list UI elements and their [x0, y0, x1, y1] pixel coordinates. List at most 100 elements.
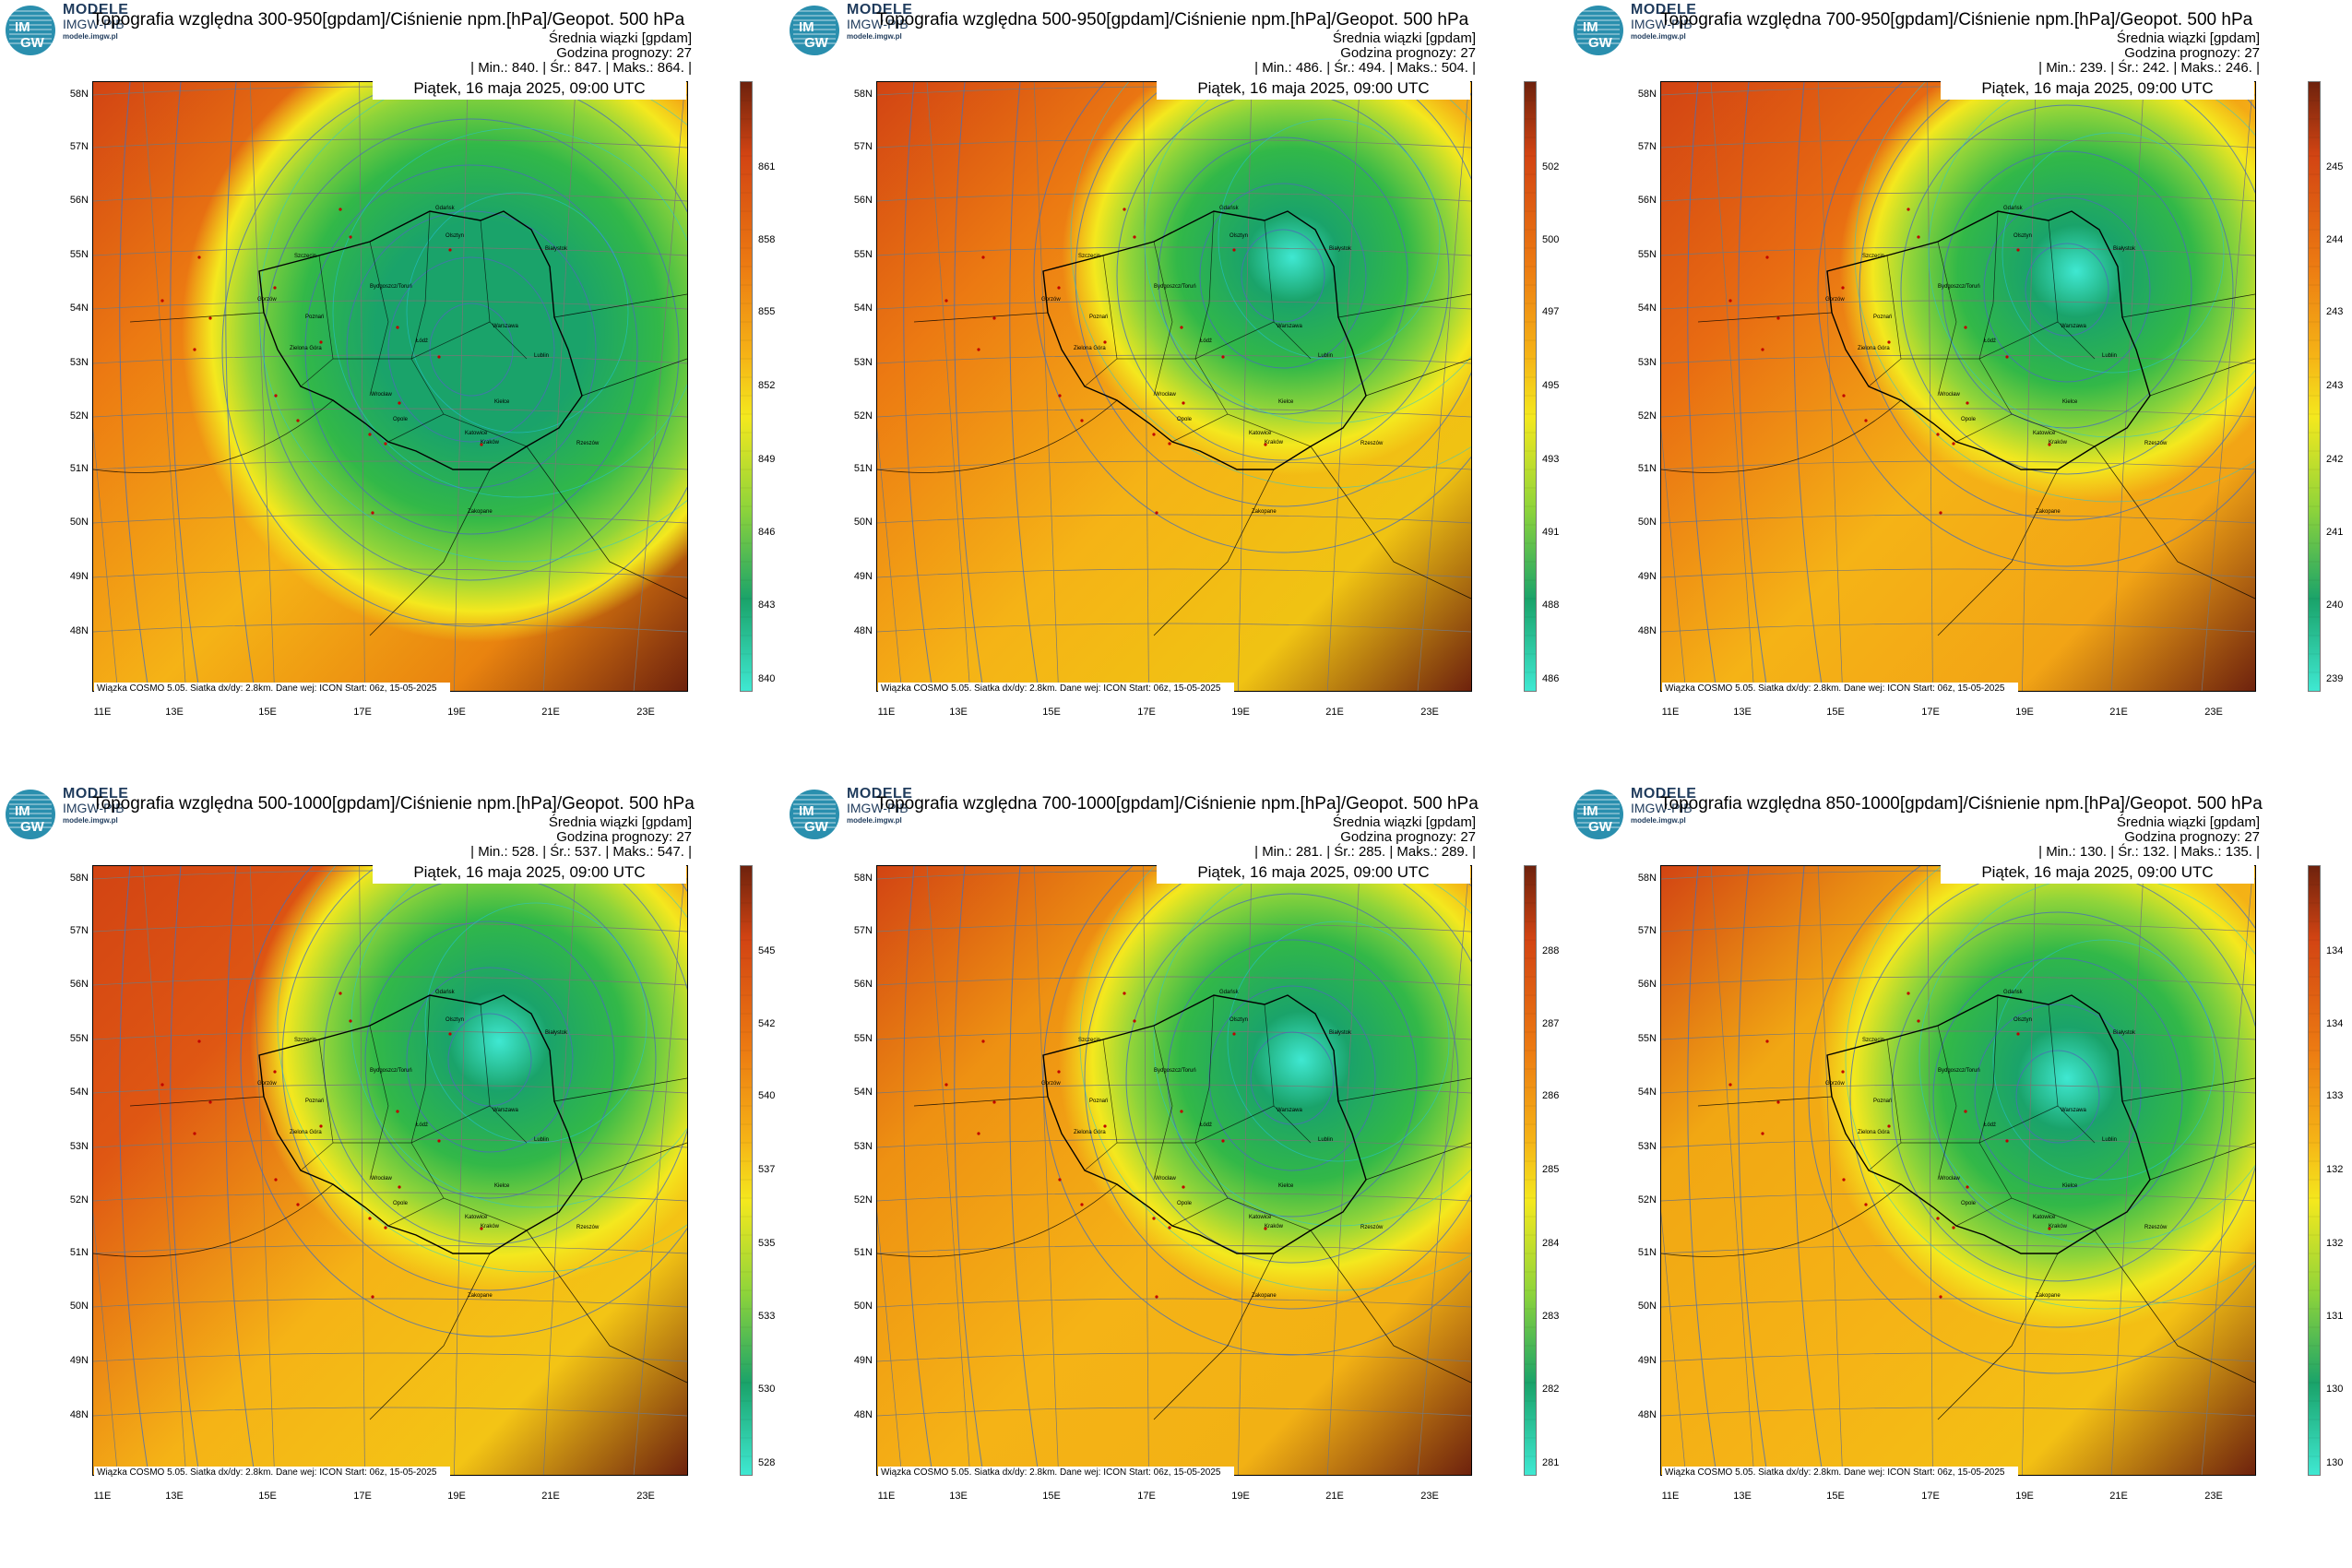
city-label: Kraków: [2049, 440, 2068, 445]
colorbar-tick-label: 243: [2326, 380, 2344, 391]
city-label: Warszawa: [2061, 324, 2086, 329]
longitude-label: 21E: [1325, 1491, 1344, 1502]
longitude-label: 15E: [1042, 707, 1061, 718]
city-label: Opole: [393, 1201, 409, 1206]
city-label: Zielona Góra: [1858, 346, 1890, 351]
thickness-map: [1661, 82, 2255, 691]
latitude-label: 49N: [1637, 1355, 1657, 1366]
city-label: Katowice: [1249, 431, 1272, 436]
colorbar-tick-label: 245: [2326, 161, 2344, 172]
colorbar-tick-label: 283: [1542, 1311, 1560, 1322]
city-label: Rzeszów: [576, 441, 600, 446]
brand-line-1: MODELE: [1631, 2, 1697, 18]
city-label: Szczecin: [294, 254, 317, 259]
longitude-label: 17E: [1137, 1491, 1156, 1502]
colorbar-tick-label: 243: [2326, 306, 2344, 317]
city-label: Lublin: [2102, 353, 2118, 359]
brand-url: modele.imgw.pl: [63, 816, 118, 825]
svg-text:IM: IM: [15, 19, 30, 35]
city-label: Białystok: [1329, 1030, 1352, 1036]
city-label: Białystok: [545, 246, 568, 252]
colorbar-tick-label: 130: [2326, 1384, 2344, 1395]
colorbar-tick-label: 495: [1542, 380, 1560, 391]
colorbar-tick-label: 133: [2326, 1090, 2344, 1101]
longitude-label: 13E: [1733, 707, 1752, 718]
city-label: Rzeszów: [2144, 1225, 2168, 1230]
map-frame: Gdańsk Olsztyn Białystok Szczecin Bydgoszcz/…: [1660, 81, 2256, 692]
longitude-label: 17E: [353, 1491, 372, 1502]
colorbar-gradient: [2309, 82, 2320, 691]
latitude-label: 52N: [1637, 1194, 1657, 1206]
city-label: Kraków: [481, 1224, 500, 1229]
panel-title: Topografia względna 700-950[gpdam]/Ciśni…: [1660, 10, 2253, 30]
colorbar-tick-label: 131: [2326, 1311, 2344, 1322]
longitude-label: 13E: [1733, 1491, 1752, 1502]
city-label: Kraków: [1265, 440, 1284, 445]
longitude-label: 15E: [1826, 707, 1845, 718]
brand-text: MODELE IMGW-PIB modele.imgw.pl: [1631, 786, 1696, 826]
brand-line-2: IMGW-PIB: [63, 801, 125, 815]
svg-text:GW: GW: [1588, 35, 1613, 51]
colorbar-tick-label: 849: [758, 454, 776, 465]
longitude-label: 19E: [1231, 1491, 1250, 1502]
map-frame: Gdańsk Olsztyn Białystok Szczecin Bydgoszcz/…: [876, 865, 1472, 1476]
poland-border: [1042, 210, 1367, 470]
latitude-label: 56N: [853, 979, 873, 990]
brand-text: MODELE IMGW-PIB modele.imgw.pl: [63, 2, 128, 42]
longitude-label: 21E: [1325, 707, 1344, 718]
forecast-panel: IM GW MODELE IMGW-PIB modele.imgw.pl Topograf…: [0, 0, 784, 784]
longitude-label: 23E: [2204, 1491, 2223, 1502]
longitude-label: 11E: [93, 707, 112, 718]
forecast-hour-label: Godzina prognozy: 27: [2124, 829, 2260, 845]
colorbar: [1524, 81, 1537, 692]
colorbar: [740, 865, 753, 1476]
ensemble-mean-label: Średnia wiązki [gpdam]: [1332, 814, 1476, 830]
latitude-label: 56N: [69, 979, 89, 990]
latitude-label: 52N: [69, 410, 89, 422]
field-stats: | Min.: 528. | Śr.: 537. | Maks.: 547. |: [470, 844, 692, 860]
city-label: Rzeszów: [1360, 441, 1384, 446]
panel-title: Topografia względna 500-1000[gpdam]/Ciśn…: [92, 794, 695, 814]
latitude-label: 55N: [69, 249, 89, 260]
colorbar-gradient: [1525, 866, 1536, 1475]
city-label: Olsztyn: [1229, 1017, 1249, 1023]
longitude-label: 23E: [636, 1491, 655, 1502]
city-label: Warszawa: [1277, 1108, 1302, 1113]
colorbar-gradient: [1525, 82, 1536, 691]
longitude-label: 11E: [1661, 707, 1680, 718]
city-label: Lublin: [1318, 353, 1334, 359]
svg-text:IM: IM: [799, 803, 814, 819]
svg-text:GW: GW: [804, 819, 829, 835]
city-label: Poznań: [305, 1099, 325, 1104]
colorbar-gradient: [2309, 866, 2320, 1475]
city-label: Wrocław: [371, 392, 392, 398]
field-stats: | Min.: 840. | Śr.: 847. | Maks.: 864. |: [470, 60, 692, 76]
field-stats: | Min.: 130. | Śr.: 132. | Maks.: 135. |: [2038, 844, 2260, 860]
forecast-panel: IM GW MODELE IMGW-PIB modele.imgw.pl Topograf…: [0, 784, 784, 1568]
city-label: Gorzów: [1041, 297, 1061, 303]
city-label: Gdańsk: [435, 990, 455, 995]
valid-date: Piątek, 16 maja 2025, 09:00 UTC: [1941, 861, 2254, 884]
svg-text:IM: IM: [1583, 803, 1598, 819]
city-label: Bydgoszcz/Toruń: [1154, 284, 1196, 290]
latitude-label: 48N: [1637, 1409, 1657, 1420]
city-label: Zielona Góra: [290, 1130, 322, 1135]
longitude-label: 15E: [1826, 1491, 1845, 1502]
city-label: Gorzów: [257, 1081, 277, 1087]
city-label: Gdańsk: [435, 206, 455, 211]
colorbar: [740, 81, 753, 692]
city-label: Białystok: [2113, 246, 2136, 252]
longitude-label: 11E: [877, 707, 896, 718]
city-label: Kielce: [2062, 1183, 2078, 1189]
brand-line-1: MODELE: [847, 2, 913, 18]
city-label: Rzeszów: [2144, 441, 2168, 446]
latitude-label: 50N: [69, 517, 89, 528]
colorbar-tick-label: 530: [758, 1384, 776, 1395]
colorbar-tick-label: 500: [1542, 234, 1560, 245]
city-label: Kielce: [1278, 399, 1294, 405]
model-footer: Wiązka COSMO 5.05. Siatka dx/dy: 2.8km. …: [1662, 683, 2018, 695]
colorbar-tick-label: 134: [2326, 1018, 2344, 1029]
longitude-label: 11E: [1661, 1491, 1680, 1502]
city-label: Olsztyn: [445, 233, 465, 239]
city-label: Białystok: [545, 1030, 568, 1036]
